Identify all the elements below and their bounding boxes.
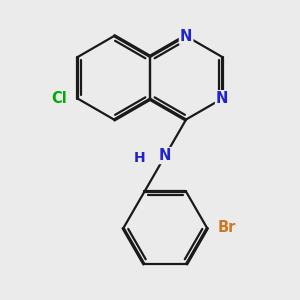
Text: Cl: Cl (51, 91, 67, 106)
Text: H: H (134, 151, 145, 165)
Text: N: N (159, 148, 171, 163)
Text: N: N (216, 91, 228, 106)
Text: Br: Br (218, 220, 236, 235)
Text: N: N (180, 28, 192, 44)
